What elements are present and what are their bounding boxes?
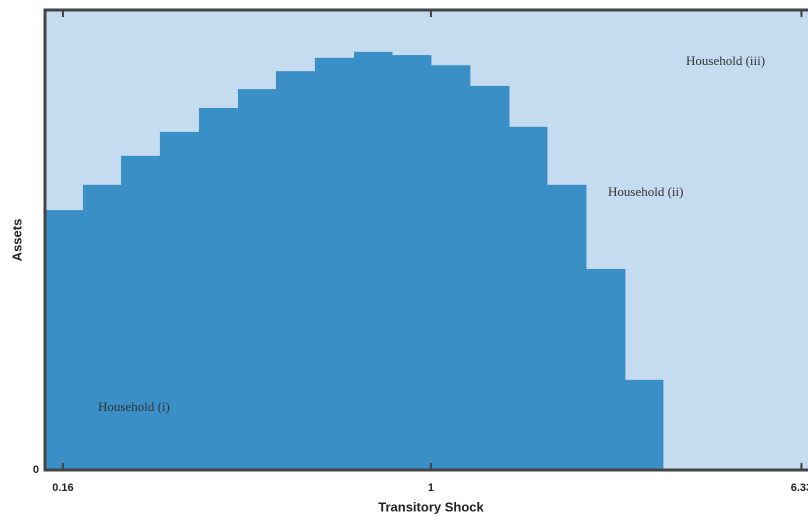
bar: [82, 184, 122, 471]
bar: [546, 184, 587, 471]
y-tick-label: 0: [33, 464, 39, 476]
bar: [45, 210, 84, 470]
bar: [353, 51, 393, 471]
bar: [198, 107, 239, 470]
bar: [275, 71, 316, 471]
bar: [314, 57, 355, 471]
x-tick-label: 0.16: [52, 482, 73, 494]
annotation: Household (i): [98, 399, 170, 414]
bar: [508, 126, 548, 470]
bar: [120, 155, 161, 470]
annotation: Household (ii): [608, 184, 683, 199]
bar: [469, 85, 510, 471]
x-tick-label: 6.33: [791, 482, 808, 494]
bar: [159, 131, 200, 470]
bar: [624, 379, 664, 470]
annotation: Household (iii): [686, 53, 765, 68]
bar: [237, 89, 277, 471]
bar: [585, 268, 626, 470]
x-tick-label: 1: [428, 482, 434, 494]
axes-frame: [43, 8, 808, 472]
bar: [430, 65, 471, 470]
bar: [391, 55, 432, 471]
x-axis-label: Transitory Shock: [378, 499, 484, 514]
y-axis-label: Assets: [9, 219, 24, 262]
